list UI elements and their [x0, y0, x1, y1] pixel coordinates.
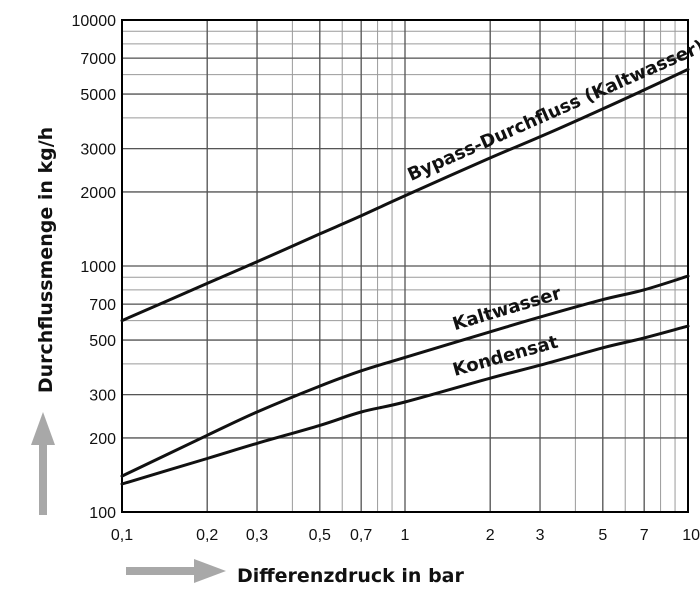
x-tick-label: 0,5 [309, 527, 331, 544]
plot-frame [121, 19, 689, 513]
x-tick-label: 2 [486, 527, 495, 544]
x-tick-label: 3 [536, 527, 545, 544]
y-axis-arrow-icon [31, 412, 55, 515]
y-tick-label: 200 [89, 431, 116, 448]
series-line-0 [120, 67, 690, 323]
x-axis-arrow-icon [126, 559, 226, 583]
x-tick-label: 0,1 [111, 527, 133, 544]
x-tick-label: 7 [640, 527, 649, 544]
y-tick-label: 2000 [80, 185, 116, 202]
x-tick-label: 5 [598, 527, 607, 544]
y-tick-label: 1000 [80, 259, 116, 276]
y-tick-labels: 100 200 300 500 700 1000 2000 3000 5000 7000 10000 [72, 13, 117, 522]
series-line-2 [120, 324, 690, 486]
series-lines [120, 67, 690, 486]
y-tick-label: 10000 [72, 13, 117, 30]
y-tick-label: 7000 [80, 51, 116, 68]
y-axis-label: Durchflussmenge in kg/h [35, 127, 57, 393]
x-tick-label: 0,3 [246, 527, 268, 544]
series-labels: Bypass-Durchfluss (Kaltwasser)Kaltwasser… [405, 36, 700, 381]
x-axis-label: Differenzdruck in bar [237, 565, 464, 587]
x-tick-label: 1 [401, 527, 410, 544]
x-tick-labels: 0,1 0,2 0,3 0,5 0,7 1 2 3 5 7 10 [111, 527, 700, 544]
y-tick-label: 3000 [80, 142, 116, 159]
x-tick-label: 0,2 [196, 527, 218, 544]
series-line-1 [120, 274, 690, 478]
y-tick-label: 100 [89, 505, 116, 522]
y-tick-label: 5000 [80, 87, 116, 104]
x-tick-label: 0,7 [350, 527, 372, 544]
y-tick-label: 500 [89, 333, 116, 350]
y-tick-label: 700 [89, 297, 116, 314]
y-tick-label: 300 [89, 388, 116, 405]
x-tick-label: 10 [682, 527, 700, 544]
